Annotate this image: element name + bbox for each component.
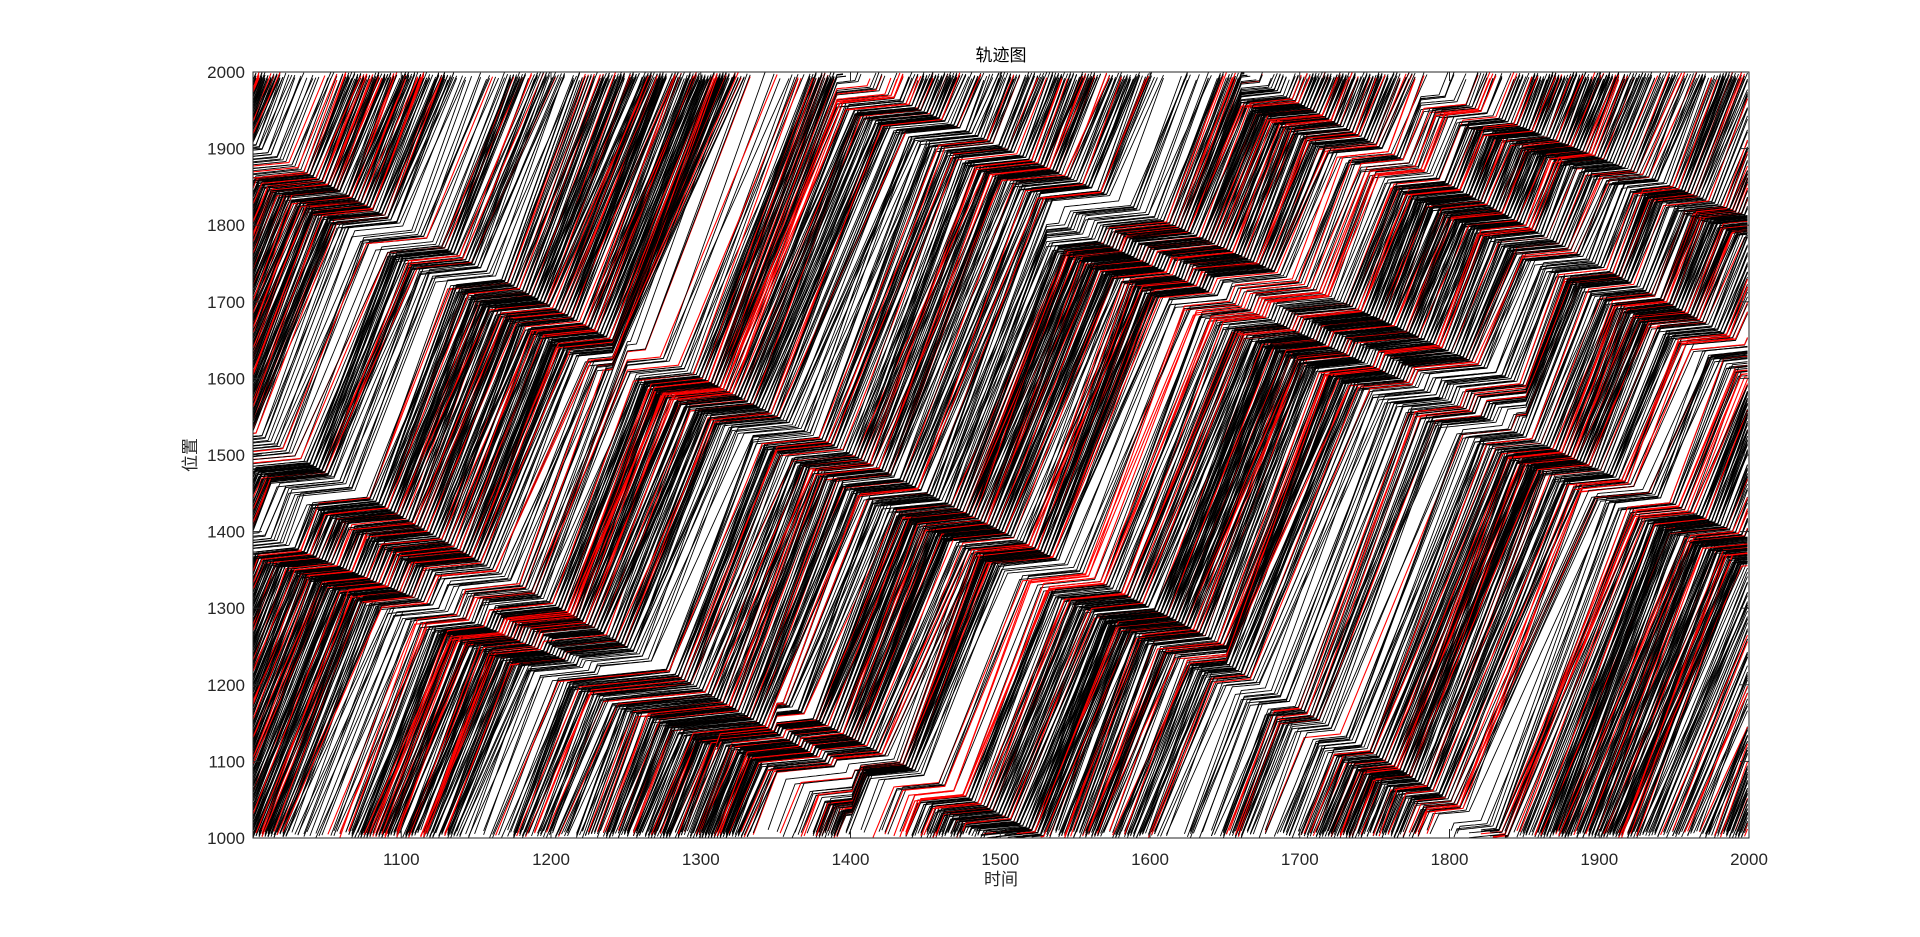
- x-tick-label: 1200: [532, 850, 570, 869]
- x-tick-label: 1300: [682, 850, 720, 869]
- x-tick-label: 1500: [981, 850, 1019, 869]
- y-tick-label: 1300: [207, 599, 245, 618]
- y-tick-label: 1400: [207, 523, 245, 542]
- plot-title: 轨迹图: [976, 46, 1027, 66]
- y-tick-label: 1600: [207, 369, 245, 388]
- y-tick-label: 1700: [207, 293, 245, 312]
- y-tick-label: 1000: [207, 829, 245, 848]
- x-tick-label: 1400: [832, 850, 870, 869]
- x-tick-label: 1700: [1281, 850, 1319, 869]
- y-tick-label: 1200: [207, 676, 245, 695]
- x-tick-label: 1800: [1431, 850, 1469, 869]
- y-tick-label: 1900: [207, 140, 245, 159]
- x-tick-label: 1100: [383, 850, 420, 869]
- x-tick-label: 1600: [1131, 850, 1169, 869]
- y-tick-label: 1800: [207, 216, 245, 235]
- x-tick-label: 2000: [1730, 850, 1768, 869]
- x-tick-label: 1900: [1580, 850, 1618, 869]
- y-tick-label: 1500: [207, 446, 245, 465]
- y-axis-label: 位置: [181, 438, 201, 472]
- x-axis-label: 时间: [984, 870, 1018, 890]
- y-tick-label: 1100: [208, 752, 245, 771]
- y-tick-label: 2000: [207, 63, 245, 82]
